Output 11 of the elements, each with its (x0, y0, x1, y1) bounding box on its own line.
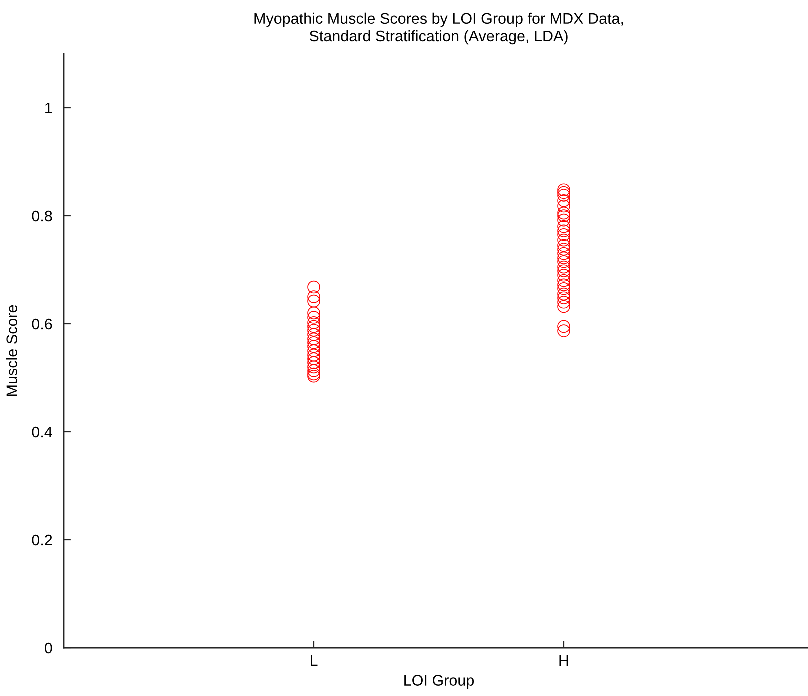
y-tick-label: 0.2 (32, 534, 52, 546)
y-tick-label: 1 (46, 103, 52, 114)
x-tick-label: H (560, 656, 568, 666)
y-tick-label: 0 (44, 642, 52, 654)
y-tick-label: 0.4 (32, 426, 52, 438)
chart-title: Myopathic Muscle Scores by LOI Group for MDX Data, Standard Stratification (Average, LDA) (254, 12, 624, 45)
x-tick-label: L (311, 656, 318, 666)
y-axis-title: Muscle Score (6, 305, 18, 396)
y-tick-label: 0.8 (32, 210, 52, 222)
x-axis-title: LOI Group (404, 675, 474, 689)
y-tick-label: 0.6 (32, 318, 52, 330)
